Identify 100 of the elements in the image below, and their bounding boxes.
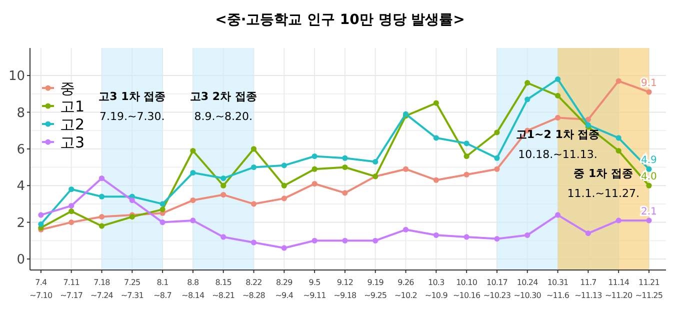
point	[402, 226, 409, 232]
point	[494, 166, 500, 172]
data-label: 4.0	[641, 172, 657, 183]
point	[129, 197, 135, 204]
point	[646, 89, 652, 95]
x-tick-label: 10.3~10.9	[424, 278, 448, 300]
legend-label: 고2	[60, 115, 85, 134]
band-label: 고3 2차 접종 8.9.~8.20.	[190, 90, 257, 123]
x-tick-label: 10.31~11.6	[546, 278, 570, 300]
point	[433, 177, 439, 183]
point	[250, 240, 257, 246]
x-tick-label: 9.26~10.2	[394, 278, 418, 300]
point	[281, 162, 287, 168]
x-tick-label: 7.4~7.10	[30, 278, 53, 300]
point	[160, 206, 166, 212]
point	[524, 232, 530, 238]
point	[220, 192, 226, 198]
x-tick-label: 7.11~7.17	[60, 278, 83, 300]
chart-title: <중·고등학교 인구 10만 명당 발생률>	[215, 12, 465, 28]
point	[646, 182, 652, 188]
point	[433, 135, 439, 141]
y-tick-label: 4	[16, 179, 25, 194]
point	[616, 148, 622, 154]
point	[342, 190, 348, 196]
point	[554, 114, 561, 121]
y-tick-label: 2	[16, 216, 25, 231]
band-label: 고1~2 1차 접종 10.18.~11.13.	[516, 128, 600, 161]
point	[585, 116, 591, 122]
point	[554, 92, 561, 99]
point	[68, 208, 74, 214]
x-tick-label: 10.17~10.23	[483, 278, 511, 300]
point	[281, 245, 287, 251]
point	[98, 223, 105, 229]
point	[524, 80, 530, 86]
y-tick-label: 10	[8, 69, 25, 84]
point	[312, 166, 318, 172]
point	[464, 140, 470, 146]
point	[616, 218, 622, 224]
point	[98, 175, 105, 182]
legend-label: 고3	[60, 133, 85, 152]
point	[160, 201, 166, 207]
point	[190, 148, 196, 154]
point	[616, 78, 622, 84]
band-label: 중 1차 접종 11.1.~11.27.	[567, 167, 640, 200]
point	[190, 170, 196, 176]
point	[312, 153, 318, 160]
y-tick-label: 6	[16, 142, 25, 158]
data-label: 4.9	[641, 155, 657, 166]
point	[190, 197, 196, 204]
point	[190, 218, 196, 224]
x-tick-label: 11.7~11.13	[574, 278, 602, 300]
point	[220, 182, 226, 188]
point	[372, 238, 378, 244]
point	[464, 153, 470, 160]
point	[646, 218, 652, 224]
point	[524, 96, 530, 102]
point	[402, 166, 409, 172]
point	[494, 130, 500, 136]
point	[342, 164, 348, 170]
x-tick-label: 9.19~9.25	[364, 278, 387, 300]
point	[68, 202, 74, 209]
point	[220, 175, 226, 182]
point	[464, 234, 470, 240]
point	[281, 182, 287, 188]
x-tick-label: 7.18~7.24	[90, 278, 114, 300]
legend-label: 중	[60, 79, 75, 98]
band-label: 고3 1차 접종 7.19.~7.30.	[98, 90, 166, 123]
point	[68, 220, 74, 226]
point	[68, 186, 74, 192]
point	[160, 220, 166, 226]
y-tick-label: 0	[16, 252, 25, 268]
x-tick-label: 8.8~8.14	[182, 278, 205, 300]
x-tick-label: 9.5~9.11	[303, 278, 326, 300]
point	[98, 194, 105, 200]
point	[433, 100, 439, 106]
point	[98, 214, 105, 220]
point	[342, 155, 348, 161]
point	[38, 212, 44, 218]
point	[250, 164, 257, 170]
x-tick-label: 10.24~10.30	[514, 278, 542, 300]
point	[38, 221, 44, 227]
point	[616, 135, 622, 141]
point	[646, 166, 652, 172]
point	[494, 236, 500, 242]
point	[312, 180, 318, 187]
point	[494, 155, 500, 161]
x-tick-label: 11.14~11.20	[604, 278, 632, 300]
point	[554, 76, 561, 82]
x-tick-label: 11.21~11.25	[635, 278, 663, 300]
x-tick-label: 8.15~8.21	[212, 278, 235, 300]
point	[342, 238, 348, 244]
x-tick-label: 10.10~10.16	[452, 278, 480, 300]
point	[250, 201, 257, 207]
point	[281, 196, 287, 202]
point	[464, 172, 470, 178]
point	[220, 234, 226, 240]
legend-label: 고1	[60, 97, 85, 116]
x-tick-label: 9.12~9.18	[334, 278, 357, 300]
x-tick-label: 8.22~8.28	[242, 278, 266, 300]
point	[372, 158, 378, 165]
